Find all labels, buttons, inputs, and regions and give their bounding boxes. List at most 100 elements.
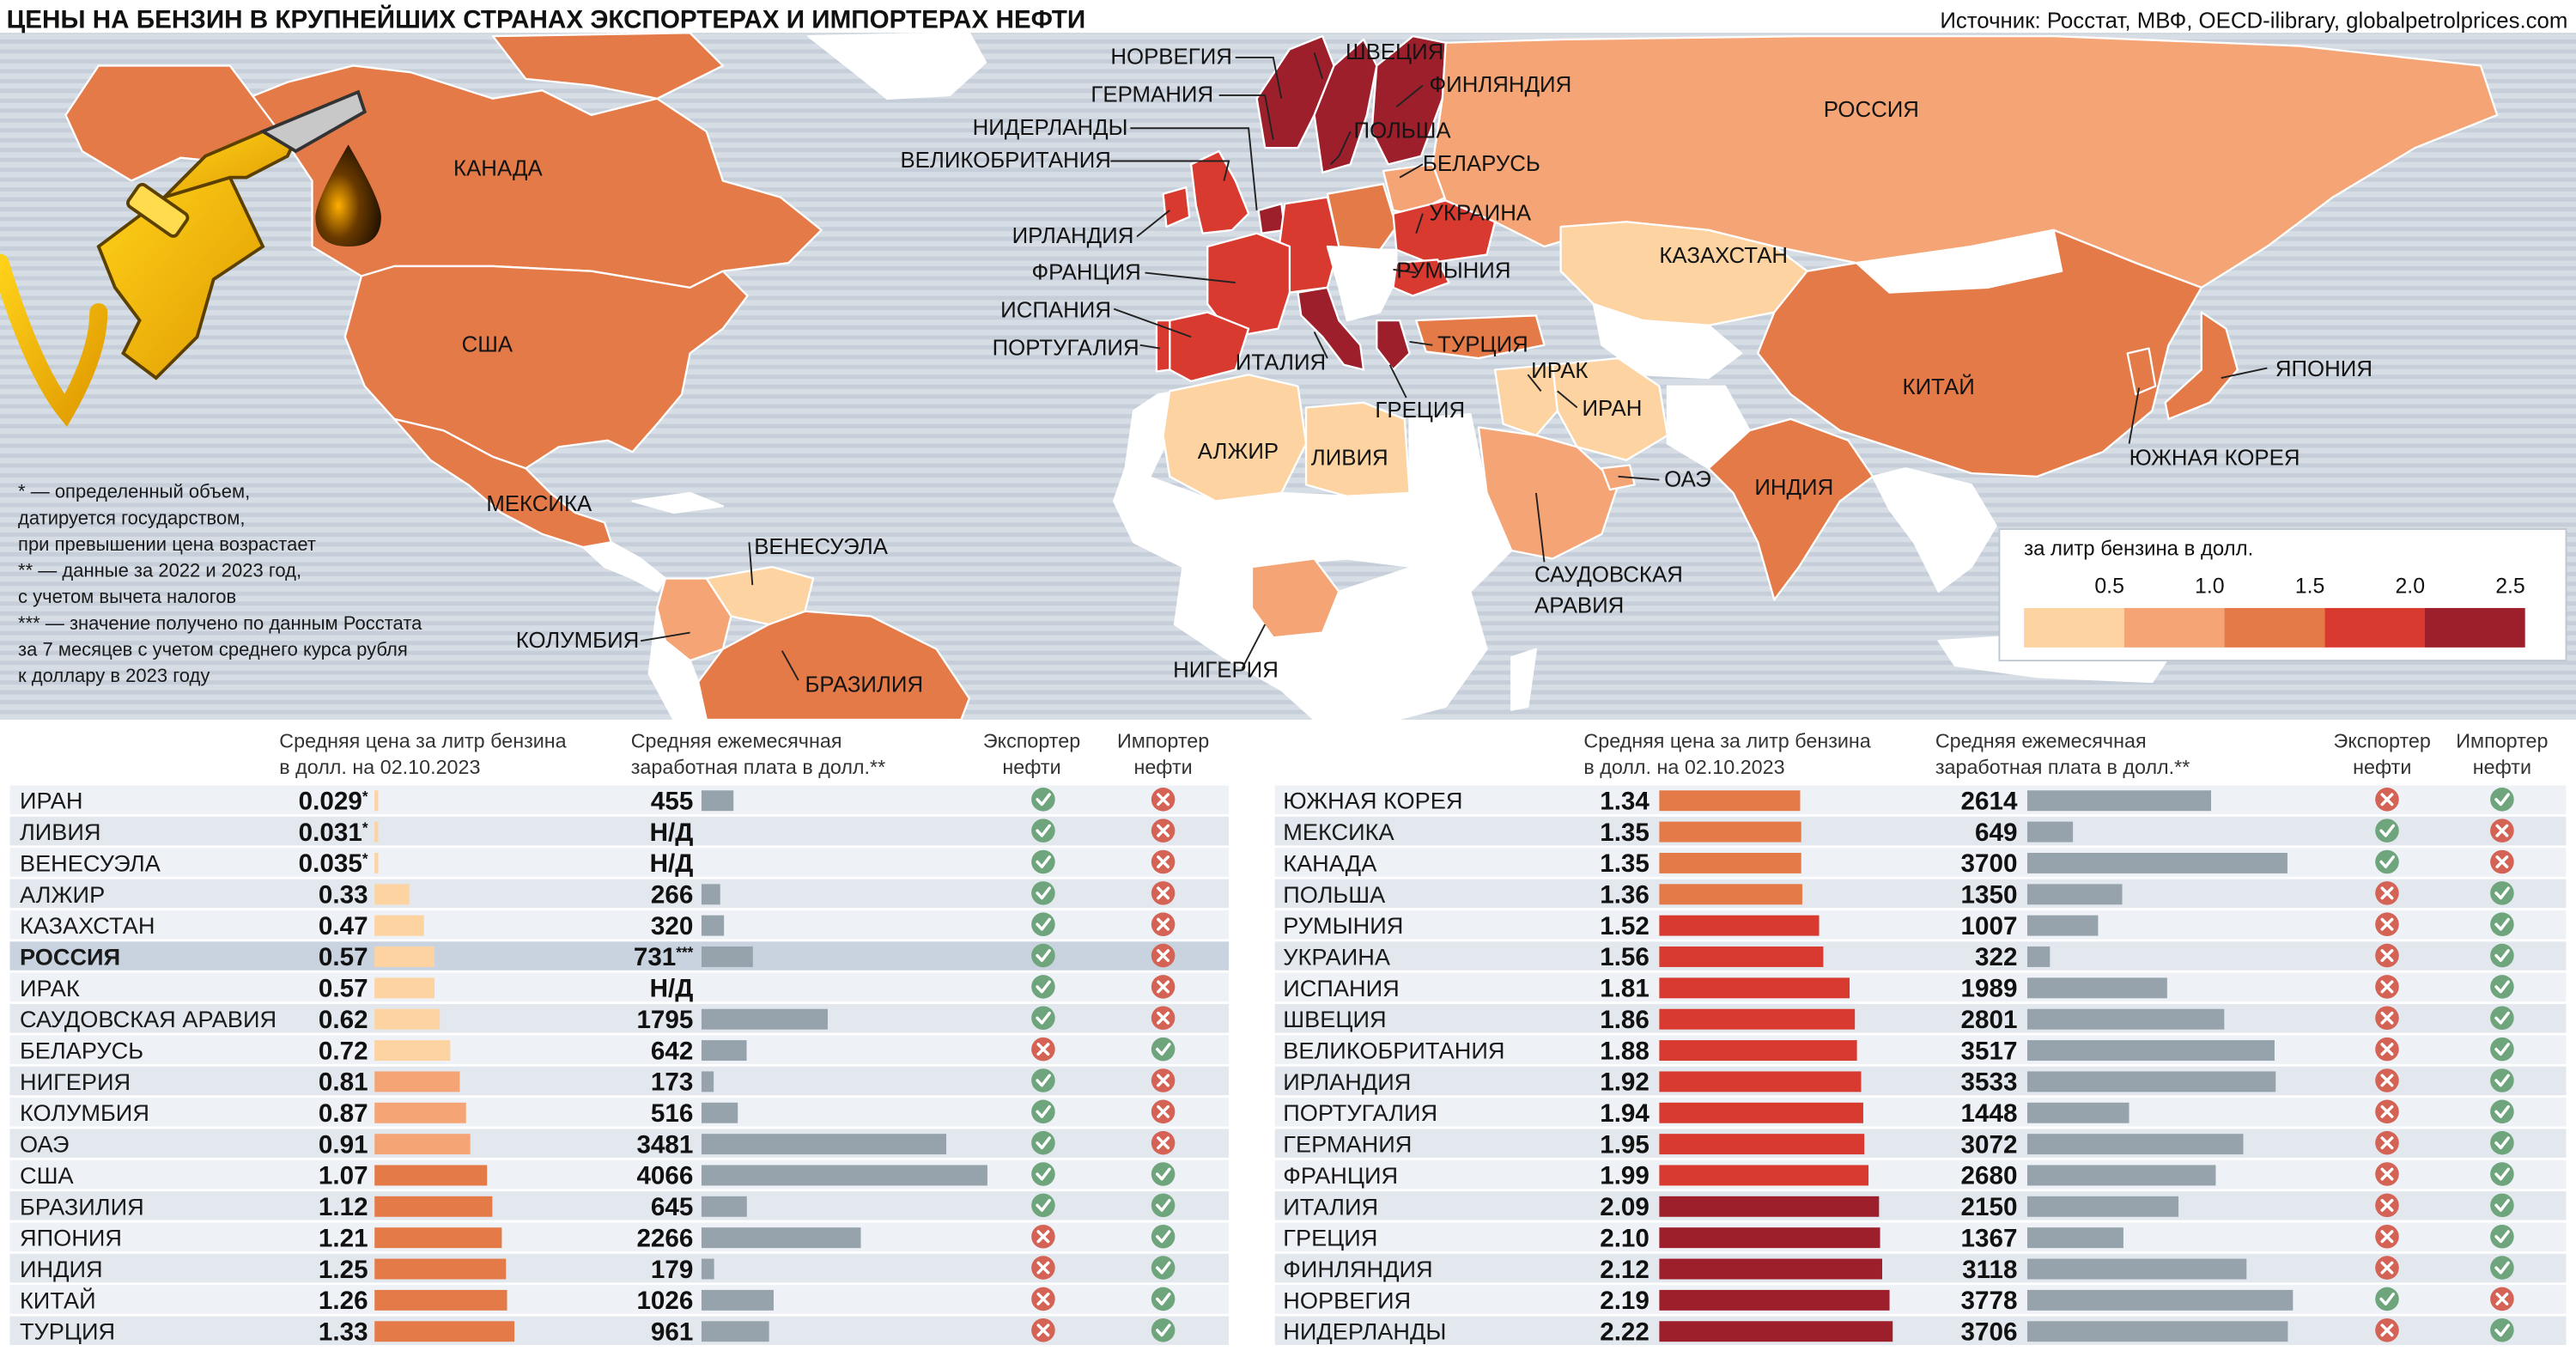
price-value: 1.99 [1600,1162,1649,1190]
salary-value: 1448 [1961,1099,2018,1128]
map-portugal [1155,319,1171,373]
check-icon-circle [1031,788,1055,812]
map-label-uae: ОАЭ [1664,467,1711,491]
cross-icon [2375,1037,2399,1062]
map-label-libya: ЛИВИЯ [1311,446,1388,470]
legend-swatch [2424,607,2525,648]
oil-drop-icon [315,144,381,246]
salary-value: 3778 [1961,1287,2018,1315]
table-row: КИТАЙ 1.26 1026 [9,1285,1230,1315]
cross-mark [2495,855,2509,868]
table-row: МЕКСИКА 1.35 649 [1274,816,2567,847]
check-mark [1036,1167,1051,1181]
map-central-africa [1173,565,1488,721]
header-exporter-line1: Экспортер [983,730,1080,752]
salary-bar [2026,977,2167,999]
legend-swatch [2123,607,2225,648]
page-title: ЦЕНЫ НА БЕНЗИН В КРУПНЕЙШИХ СТРАНАХ ЭКСП… [7,5,1086,34]
map-south-america-other [647,606,708,721]
header-exporter-line2: нефти [2353,756,2411,778]
check-icon-circle [2490,1006,2514,1031]
header-exporter-line1: Экспортер [2334,730,2431,752]
table-row: ВЕНЕСУЭЛА 0.035* Н/Д [9,848,1230,878]
salary-value: 3481 [636,1130,693,1159]
check-icon-circle [2490,943,2514,968]
salary-bar [2026,1071,2276,1092]
map-france [1206,232,1291,338]
price-footnote-mark: * [362,850,368,867]
map-label-belarus: БЕЛАРУСЬ [1423,152,1540,176]
country-name: НИГЕРИЯ [20,1068,131,1095]
check-icon-circle [1151,1162,1176,1186]
price-value: 0.91 [319,1130,368,1159]
check-mark [1155,1230,1171,1244]
check-icon-circle [2490,1130,2514,1155]
price-bar [1659,1196,1880,1217]
row-background [9,1159,1230,1190]
legend-swatch [2324,607,2425,648]
map-leader-lines [641,52,2268,681]
salary-bar [2026,884,2123,905]
cross-icon [2375,1006,2399,1031]
price-value: 1.34 [1600,787,1649,815]
salary-value: 649 [1975,819,2017,847]
price-value: 0.87 [319,1099,368,1128]
price-bar [374,1102,466,1123]
map-mexico [393,417,612,549]
salary-value: Н/Д [650,819,694,847]
fuel-nozzle-icon [0,89,368,427]
price-bar [1659,915,1820,936]
price-value: 0.72 [319,1037,368,1065]
check-icon [2490,881,2514,905]
salary-bar [701,1134,947,1155]
footnotes: * — определенный объем, датируется госуд… [18,481,422,686]
row-background [9,816,1230,846]
check-icon-circle [1031,912,1055,936]
legend-tick: 1.5 [2295,575,2325,599]
map-japan [2164,311,2239,421]
check-icon-circle [2490,975,2514,999]
map-madagascar [1510,648,1538,711]
table-row: ИРАН 0.029* 455 [9,785,1230,815]
check-mark [1155,1167,1171,1181]
check-mark [1036,949,1051,963]
cross-mark [2380,1230,2394,1244]
check-mark [1036,1136,1051,1150]
salary-value: 2150 [1961,1193,2018,1221]
price-bar [374,1134,471,1155]
check-icon-circle [2490,1193,2514,1218]
salary-bar [2026,1008,2225,1030]
check-icon [2490,1068,2514,1092]
row-background [9,1035,1230,1064]
cross-icon [1151,943,1176,968]
check-icon-circle [2490,1099,2514,1124]
table-row: НОРВЕГИЯ 2.19 3778 [1274,1285,2567,1315]
map-ireland [1162,186,1191,228]
cross-icon [1031,1318,1055,1342]
check-icon-circle [1151,1256,1176,1280]
salary-value: 4066 [636,1162,693,1190]
check-icon-circle [2375,819,2399,843]
price-value: 2.22 [1600,1318,1649,1346]
table-row: ЮЖНАЯ КОРЕЯ 1.34 2614 [1274,785,2567,815]
source-note: Источник: Росстат, МВФ, OECD-ilibrary, g… [1940,9,2567,33]
cross-mark [1157,1105,1170,1118]
check-icon [1031,912,1055,936]
check-icon [2490,1318,2514,1342]
map-mongolia [1855,228,2063,294]
row-background [1274,1129,2567,1158]
cross-icon [1031,1256,1055,1280]
table-row: ИРАК 0.57 Н/Д [9,972,1230,1003]
price-bar [374,1227,502,1249]
salary-value: 320 [651,912,693,940]
row-background [9,1285,1230,1314]
price-value: 2.10 [1600,1224,1649,1252]
price-bar [1659,1321,1893,1342]
country-name: БРАЗИЛИЯ [20,1193,144,1220]
country-name: АЛЖИР [20,881,105,908]
map-label-china: КИТАЙ [1903,374,1975,399]
check-icon-circle [2490,912,2514,936]
map-label-japan: ЯПОНИЯ [2275,357,2372,381]
salary-value: 3118 [1962,1256,2017,1284]
